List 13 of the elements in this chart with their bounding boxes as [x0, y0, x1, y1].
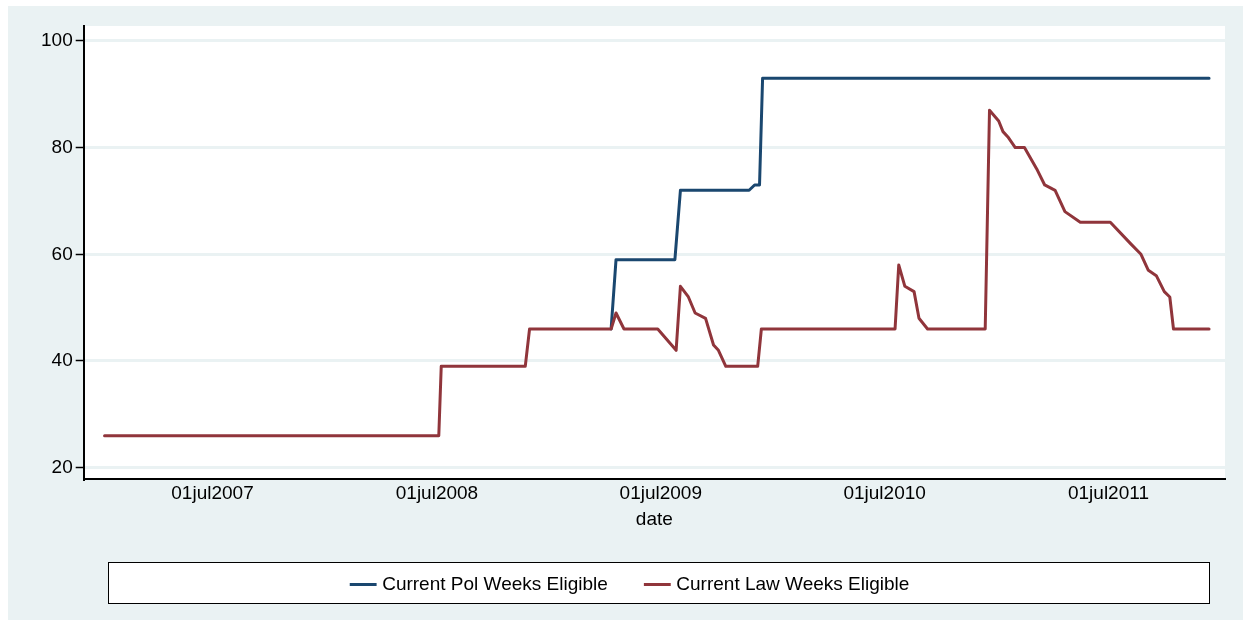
y-tick-label: 60 — [51, 242, 73, 264]
x-tick-label: 01jul2007 — [171, 482, 254, 504]
x-tick-label: 01jul2010 — [843, 482, 926, 504]
x-tick-label: 01jul2009 — [619, 482, 702, 504]
legend-label: Current Pol Weeks Eligible — [382, 572, 608, 594]
y-tick-label: 100 — [41, 29, 73, 51]
x-axis-title: date — [635, 507, 673, 529]
x-tick-label: 01jul2011 — [1067, 482, 1149, 504]
y-tick-label: 20 — [51, 455, 73, 477]
legend-label: Current Law Weeks Eligible — [676, 572, 910, 594]
y-tick-label: 80 — [51, 135, 73, 157]
y-tick-label: 40 — [51, 349, 73, 371]
x-tick-label: 01jul2008 — [395, 482, 479, 504]
